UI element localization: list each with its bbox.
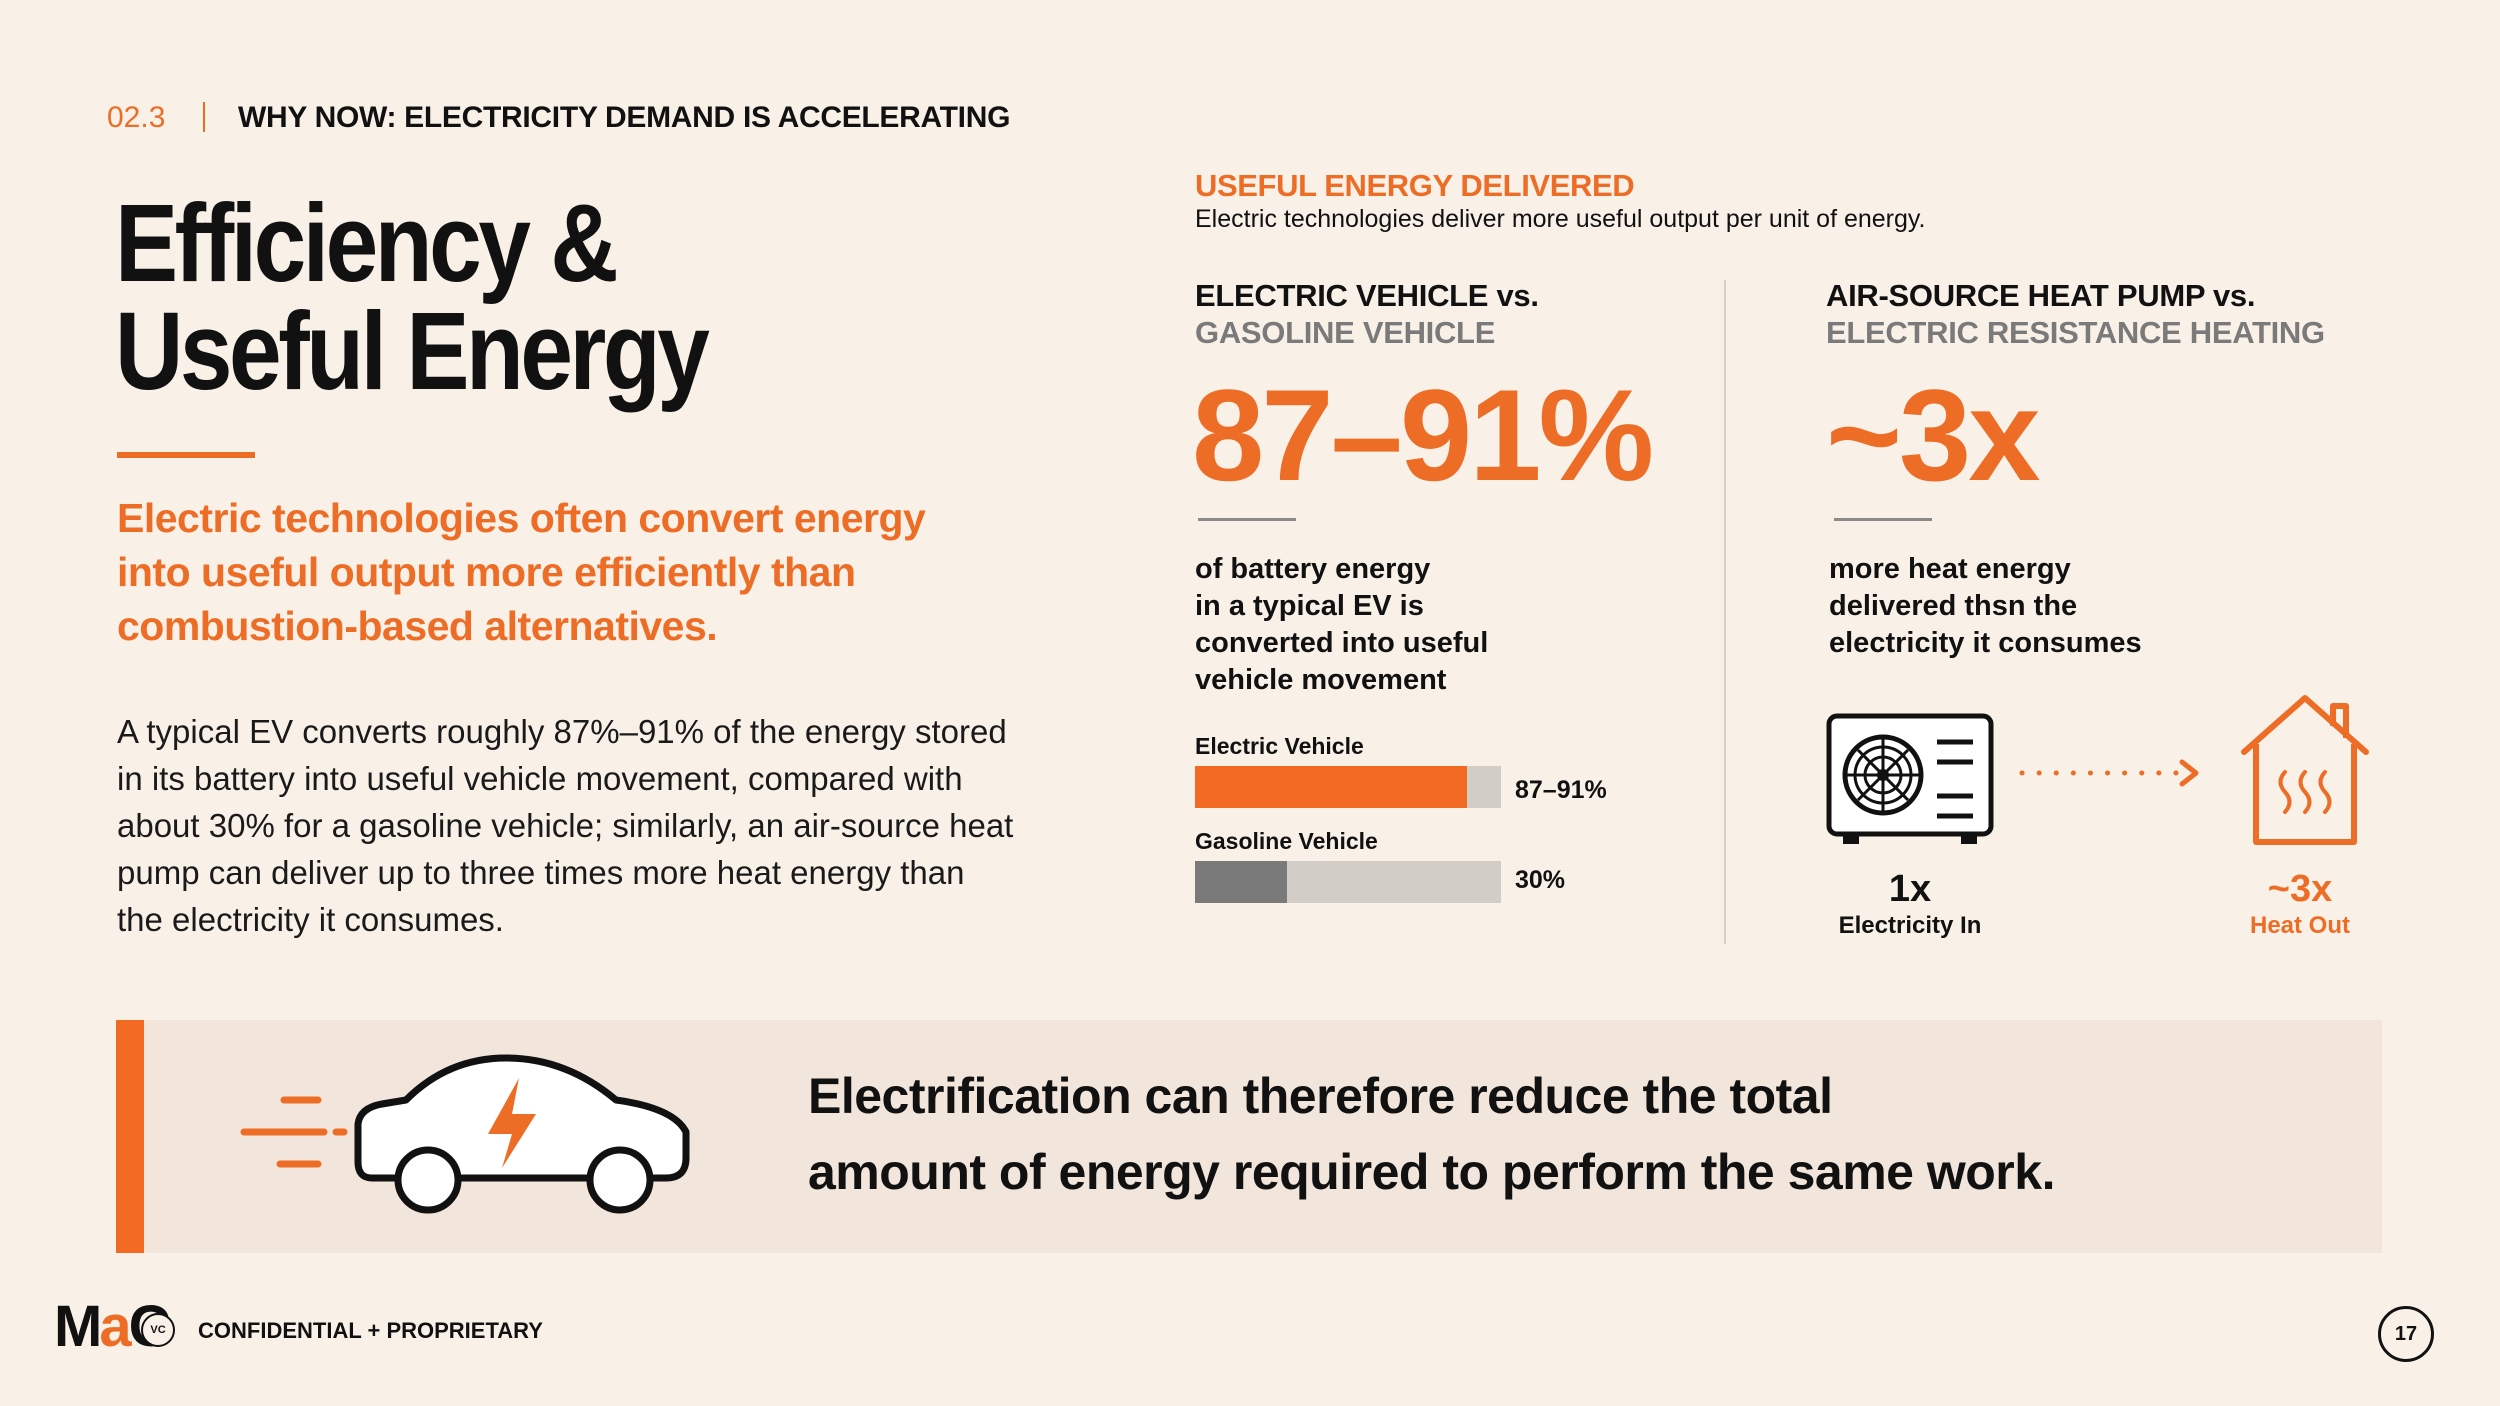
- bar-track-ev: [1195, 766, 1501, 808]
- heat-out-value: ~3x: [2267, 868, 2333, 910]
- hp-description-line: delivered thsn the: [1829, 590, 2078, 622]
- ev-description-line: of battery energy: [1195, 553, 1431, 585]
- title-rule: [117, 452, 255, 458]
- hp-heading-sub: ELECTRIC RESISTANCE HEATING: [1826, 315, 2325, 350]
- ev-big-stat: 87–91%: [1192, 362, 1654, 508]
- hp-description-line: electricity it consumes: [1829, 627, 2142, 659]
- callout-line1: Electrification can therefore reduce the…: [808, 1068, 1833, 1124]
- callout-line2: amount of energy required to perform the…: [808, 1144, 2055, 1200]
- house-heat-icon: [2241, 695, 2369, 845]
- logo-vc-badge: VC: [141, 1313, 175, 1347]
- electricity-in-label: Electricity In: [1838, 912, 1982, 939]
- bar-fill-ev: [1195, 766, 1468, 808]
- car-electric-icon: [240, 1054, 690, 1214]
- electricity-in-value: 1x: [1888, 868, 1932, 910]
- bar-value-gas: 30%: [1515, 866, 1566, 894]
- section-title: WHY NOW: ELECTRICITY DEMAND IS ACCELERAT…: [238, 101, 1011, 134]
- ev-description-line: converted into useful: [1195, 627, 1489, 659]
- hp-heading: AIR-SOURCE HEAT PUMP vs.: [1826, 278, 2256, 313]
- confidential-label: CONFIDENTIAL + PROPRIETARY: [198, 1318, 543, 1343]
- ev-description-line: in a typical EV is: [1195, 590, 1424, 622]
- bar-label-gas: Gasoline Vehicle: [1195, 828, 1378, 854]
- heat-pump-unit-icon: [1826, 713, 1994, 844]
- ev-heading: ELECTRIC VEHICLE vs.: [1195, 278, 1539, 313]
- useful-energy-title: USEFUL ENERGY DELIVERED: [1195, 168, 1635, 203]
- ev-heading-sub: GASOLINE VEHICLE: [1195, 315, 1496, 350]
- logo-letter-a: a: [99, 1294, 131, 1359]
- ev-description: of battery energy in a typical EV is con…: [1195, 551, 1555, 699]
- ev-stat-rule: [1198, 518, 1296, 521]
- section-divider: [203, 102, 205, 132]
- section-number: 02.3: [107, 101, 166, 134]
- page-title-line2: Useful Energy: [115, 290, 710, 413]
- callout-text: Electrification can therefore reduce the…: [808, 1058, 2308, 1210]
- logo-letter-m: M: [54, 1294, 102, 1359]
- page-title: Efficiency & Useful Energy: [115, 182, 710, 413]
- logo: MaC: [54, 1293, 170, 1360]
- hp-big-stat: ~3x: [1826, 362, 2041, 508]
- lead-statement: Electric technologies often convert ener…: [117, 495, 926, 649]
- hp-description: more heat energy delivered thsn the elec…: [1829, 551, 2229, 662]
- callout-accent-bar: [116, 1020, 144, 1253]
- hp-stat-rule: [1834, 518, 1932, 521]
- column-divider: [1724, 280, 1726, 944]
- page-title-line1: Efficiency &: [115, 182, 619, 305]
- dotted-arrow-icon: [2019, 759, 2199, 787]
- ev-description-line: vehicle movement: [1195, 664, 1447, 696]
- page-number: 17: [2378, 1306, 2434, 1362]
- bar-track-gas: [1195, 861, 1501, 903]
- useful-energy-subtitle: Electric technologies deliver more usefu…: [1195, 205, 1926, 233]
- body-paragraph: A typical EV converts roughly 87%–91% of…: [117, 713, 1014, 938]
- bar-value-ev: 87–91%: [1515, 776, 1607, 804]
- bar-label-ev: Electric Vehicle: [1195, 733, 1364, 759]
- heat-out-label: Heat Out: [2249, 912, 2350, 939]
- bar-fill-gas: [1195, 861, 1287, 903]
- hp-description-line: more heat energy: [1829, 553, 2071, 585]
